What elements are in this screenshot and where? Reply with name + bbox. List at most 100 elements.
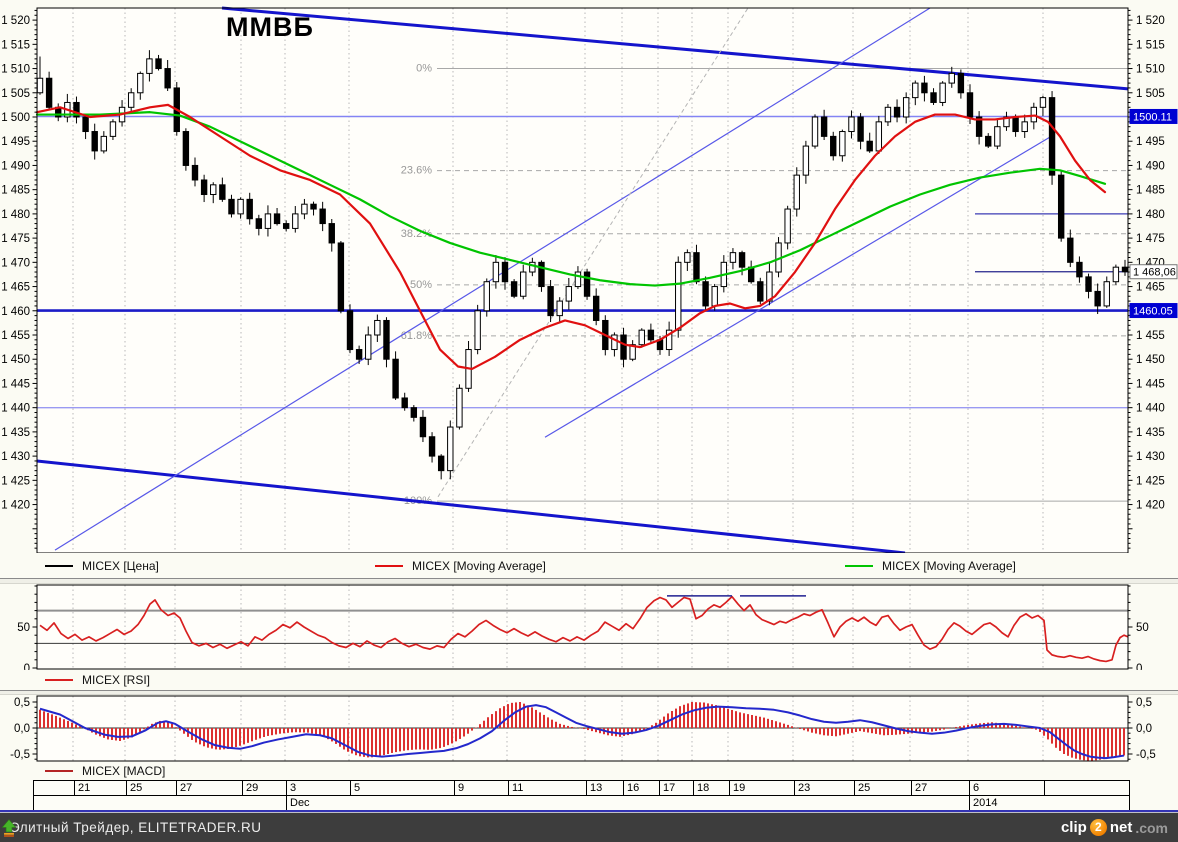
candle-body	[501, 261, 509, 283]
candle-body	[91, 131, 98, 152]
candle-body	[1057, 174, 1065, 239]
candle-body	[237, 198, 244, 215]
candle-body	[957, 72, 965, 94]
legend-label: MICEX [Moving Average]	[412, 558, 546, 573]
day-label-row: 21 25 27 29 3 5 9 11 13 16 17 18 19 23 25 27 6	[34, 781, 1129, 796]
trendline	[437, 7, 749, 498]
macd-swatch	[45, 769, 73, 772]
date-cell: 27	[911, 781, 969, 795]
clip2net-logo[interactable]: clip 2 net .com	[1, 818, 1178, 837]
date-axis: 21 25 27 29 3 5 9 11 13 16 17 18 19 23 25 27 6 Dec 2014	[33, 780, 1130, 812]
candle-body	[127, 92, 135, 108]
candle-body	[711, 286, 718, 307]
fib-level-label: 23.6%	[401, 165, 432, 177]
candle-body	[902, 97, 910, 118]
price-tick-label: 1 455	[1136, 330, 1165, 342]
plot-area	[37, 8, 1128, 553]
candle-body	[784, 208, 791, 244]
candle-body	[164, 68, 171, 89]
price-tick-label: 1 450	[1, 354, 30, 366]
candle-body	[556, 300, 563, 317]
fib-level-label: 38.2%	[401, 228, 432, 240]
candle-body	[912, 82, 919, 99]
macd-tick-label: 0,0	[14, 723, 30, 735]
candle-body	[1021, 121, 1028, 133]
candle-body	[939, 82, 946, 103]
price-legend: MICEX [Цена] MICEX [Moving Average] MICE…	[0, 554, 1178, 577]
candle-body	[483, 281, 490, 312]
candle-body	[766, 271, 773, 302]
date-cell: 16	[623, 781, 659, 795]
price-tick-label: 1 435	[1136, 427, 1165, 439]
candle-body	[109, 121, 117, 137]
axis-price-marker	[1129, 264, 1178, 280]
candle-body	[875, 121, 883, 152]
date-cell: 13	[586, 781, 623, 795]
candle-body	[301, 203, 308, 215]
candle-body	[884, 106, 892, 123]
candle-body	[985, 135, 992, 147]
rsi-line	[39, 595, 1129, 663]
candle-body	[529, 261, 536, 273]
legend-label: MICEX [MACD]	[82, 763, 166, 778]
fib-level-label: 61.8%	[401, 330, 432, 342]
candle-body	[839, 131, 846, 157]
candle-body	[930, 92, 937, 103]
watermark-text: Элитный Трейдер, ELITETRADER.RU	[10, 820, 262, 835]
macd-tick-label: 0,0	[1136, 723, 1152, 735]
legend-item-rsi: MICEX [RSI]	[45, 670, 150, 689]
axis-price-marker	[1129, 303, 1178, 319]
price-tick-label: 1 430	[1, 451, 30, 463]
candle-body	[738, 252, 746, 268]
candle-body	[729, 252, 737, 263]
candle-body	[456, 387, 463, 428]
date-cell: 18	[693, 781, 729, 795]
month-cell: 2014	[969, 796, 1129, 811]
candle-body	[1085, 276, 1092, 292]
candle-body	[346, 310, 354, 351]
price-tick-label: 1 505	[1, 88, 30, 100]
date-cell: 6	[969, 781, 1044, 795]
date-cell: 27	[176, 781, 242, 795]
candle-body	[73, 101, 80, 118]
axis-price-marker	[1129, 108, 1178, 124]
date-cell: 17	[659, 781, 693, 795]
axis-price-marker-label: 1 468,06	[1133, 267, 1176, 279]
rsi-tick-label: 50	[17, 622, 30, 634]
ma-fast-swatch	[375, 564, 403, 567]
candle-body	[492, 261, 500, 283]
candle-body	[583, 271, 591, 297]
logo-clip-text: clip	[1060, 819, 1087, 836]
candle-body	[383, 319, 390, 360]
price-tick-label: 1 465	[1136, 282, 1165, 294]
candle-body	[319, 208, 326, 225]
price-tick-label: 1 475	[1136, 233, 1165, 245]
candle-body	[948, 72, 955, 84]
candle-body	[228, 198, 235, 215]
candle-body	[830, 135, 837, 157]
price-tick-label: 1 445	[1136, 378, 1165, 390]
candle-body	[921, 82, 928, 94]
candle-body	[374, 319, 381, 336]
candle-body	[273, 213, 281, 225]
date-cell: 25	[126, 781, 176, 795]
price-tick-label: 1 455	[1, 330, 30, 342]
moving-average-line	[35, 111, 1107, 287]
price-tick-label: 1 495	[1, 136, 30, 148]
date-cell: 21	[74, 781, 126, 795]
candle-body	[401, 397, 408, 409]
price-tick-label: 1 440	[1, 403, 30, 415]
price-tick-label: 1 425	[1, 475, 30, 487]
month-cell: Dec	[286, 796, 969, 811]
candle-body	[966, 92, 974, 118]
candle-body	[848, 116, 855, 133]
price-tick-label: 1 445	[1, 378, 30, 390]
macd-tick-label: 0,5	[1136, 697, 1152, 709]
trendline	[36, 459, 906, 553]
candle-body	[337, 242, 345, 312]
candle-body	[282, 223, 290, 229]
logo-2-badge: 2	[1089, 819, 1107, 836]
price-tick-label: 1 495	[1136, 136, 1165, 148]
moving-average-line	[35, 103, 1107, 371]
